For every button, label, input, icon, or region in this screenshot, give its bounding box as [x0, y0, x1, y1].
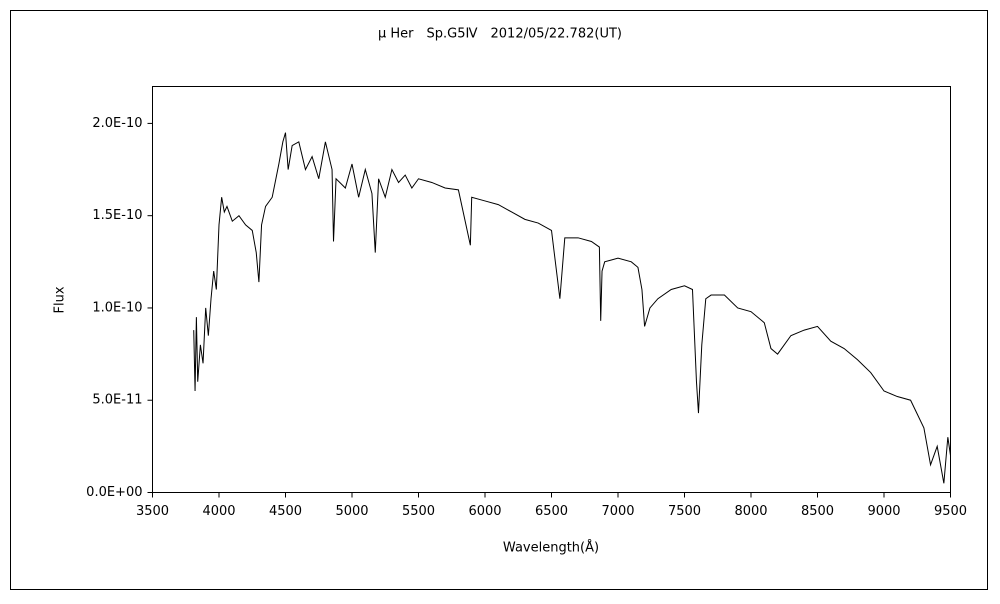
x-tick-label: 9500 [934, 504, 967, 519]
x-tick-label: 4000 [202, 504, 235, 519]
x-tick-label: 7000 [601, 504, 634, 519]
chart-title: μ Her Sp.G5Ⅳ 2012/05/22.782(UT) [378, 27, 622, 42]
x-tick-label: 4500 [269, 504, 302, 519]
x-tick-label: 5000 [335, 504, 368, 519]
x-tick-label: 3500 [136, 504, 169, 519]
x-tick-label: 6500 [535, 504, 568, 519]
x-tick-label: 5500 [402, 504, 435, 519]
x-tick-label: 6000 [468, 504, 501, 519]
x-tick-label: 8500 [801, 504, 834, 519]
x-tick-label: 7500 [668, 504, 701, 519]
x-tick-label: 8000 [734, 504, 767, 519]
y-tick-label: 5.0E-11 [92, 393, 142, 408]
y-tick-label: 2.0E-10 [92, 116, 142, 131]
x-axis-label: Wavelength(Å) [503, 540, 599, 556]
chart-frame [10, 10, 988, 590]
y-tick-label: 1.5E-10 [92, 208, 142, 223]
y-axis-label: Flux [53, 286, 68, 313]
spectrum-line [193, 132, 951, 484]
y-tick-label: 0.0E+00 [86, 485, 142, 500]
x-tick-label: 9000 [867, 504, 900, 519]
y-tick-label: 1.0E-10 [92, 300, 142, 315]
